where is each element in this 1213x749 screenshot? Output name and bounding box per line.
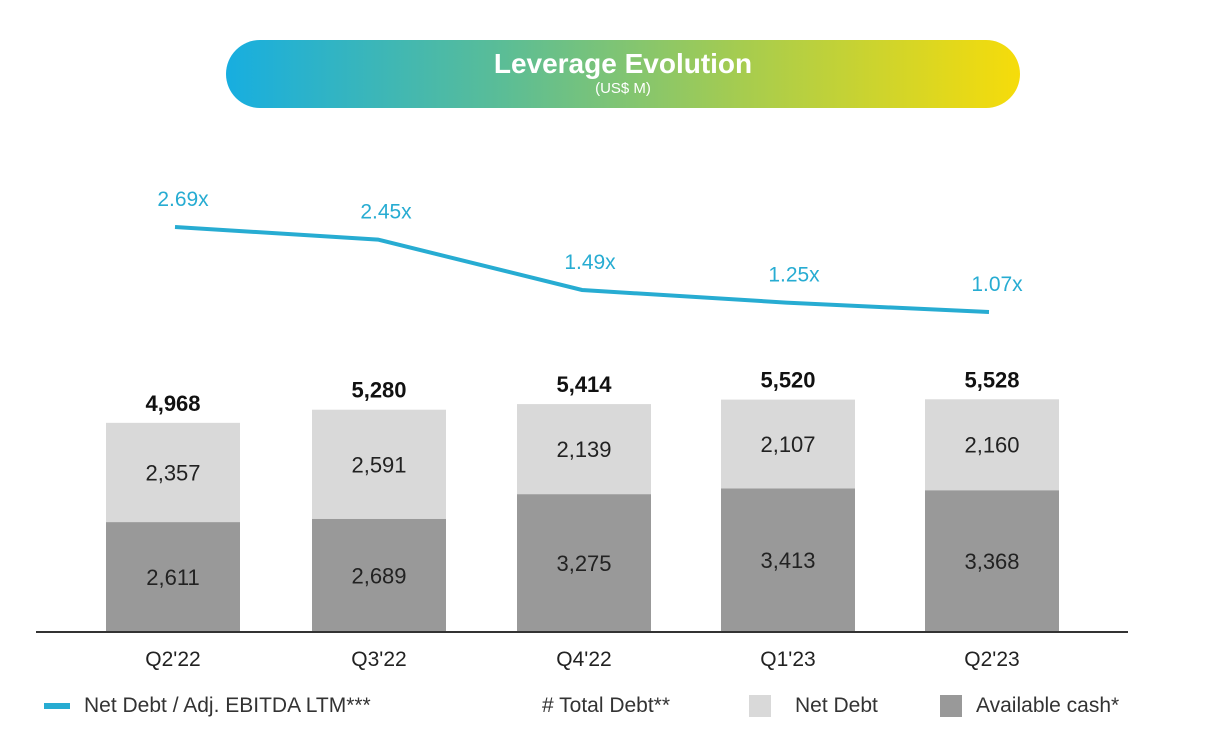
bar-net-debt <box>106 422 240 523</box>
cash-value-label: 2,689 <box>351 563 406 588</box>
total-debt-label: 5,520 <box>760 368 815 393</box>
bar-available-cash <box>925 490 1059 632</box>
leverage-value-label: 1.49x <box>564 251 616 274</box>
legend-swatch <box>940 695 962 717</box>
legend-label: # Total Debt** <box>542 694 671 717</box>
legend-label: Available cash* <box>976 694 1120 717</box>
bar-available-cash <box>106 522 240 632</box>
net-debt-value-label: 2,357 <box>145 460 200 485</box>
net-debt-value-label: 2,160 <box>964 433 1019 458</box>
legend-item-total-debt: # Total Debt** <box>542 694 670 718</box>
chart-title-banner: Leverage Evolution (US$ M) <box>226 40 1020 108</box>
total-debt-label: 5,280 <box>351 378 406 403</box>
legend-label: Net Debt / Adj. EBITDA LTM*** <box>84 694 371 717</box>
bar-net-debt <box>517 404 651 495</box>
bar-available-cash <box>312 518 446 632</box>
legend-swatch <box>749 695 771 717</box>
bar-net-debt <box>925 399 1059 491</box>
cash-value-label: 3,275 <box>556 551 611 576</box>
bar-net-debt <box>312 409 446 519</box>
net-debt-value-label: 2,139 <box>556 437 611 462</box>
cash-value-label: 3,413 <box>760 548 815 573</box>
cash-value-label: 3,368 <box>964 549 1019 574</box>
chart-subtitle: (US$ M) <box>595 80 651 97</box>
bar-available-cash <box>517 494 651 632</box>
chart-title: Leverage Evolution <box>493 48 753 79</box>
legend-item-available-cash: Available cash* <box>940 694 1119 718</box>
x-tick-label: Q3'22 <box>351 648 406 671</box>
total-debt-label: 4,968 <box>145 391 200 416</box>
total-debt-label: 5,528 <box>964 367 1019 392</box>
net-debt-value-label: 2,107 <box>760 432 815 457</box>
x-tick-label: Q4'22 <box>556 648 611 671</box>
x-tick-label: Q2'22 <box>145 648 200 671</box>
leverage-value-label: 1.25x <box>768 264 820 287</box>
legend-line-swatch <box>44 703 70 709</box>
legend: Net Debt / Adj. EBITDA LTM*** # Total De… <box>0 694 1213 724</box>
x-tick-label: Q2'23 <box>964 648 1019 671</box>
net-debt-value-label: 2,591 <box>351 452 406 477</box>
legend-label: Net Debt <box>795 694 878 717</box>
leverage-value-label: 2.69x <box>157 188 209 211</box>
cash-value-label: 2,611 <box>146 565 199 590</box>
x-tick-label: Q1'23 <box>760 648 815 671</box>
leverage-value-label: 2.45x <box>360 201 412 224</box>
bar-available-cash <box>721 488 855 632</box>
legend-item-leverage: Net Debt / Adj. EBITDA LTM*** <box>44 694 371 718</box>
total-debt-label: 5,414 <box>556 372 612 397</box>
legend-item-net-debt: Net Debt <box>749 694 878 718</box>
bar-net-debt <box>721 399 855 489</box>
leverage-value-label: 1.07x <box>971 273 1023 296</box>
